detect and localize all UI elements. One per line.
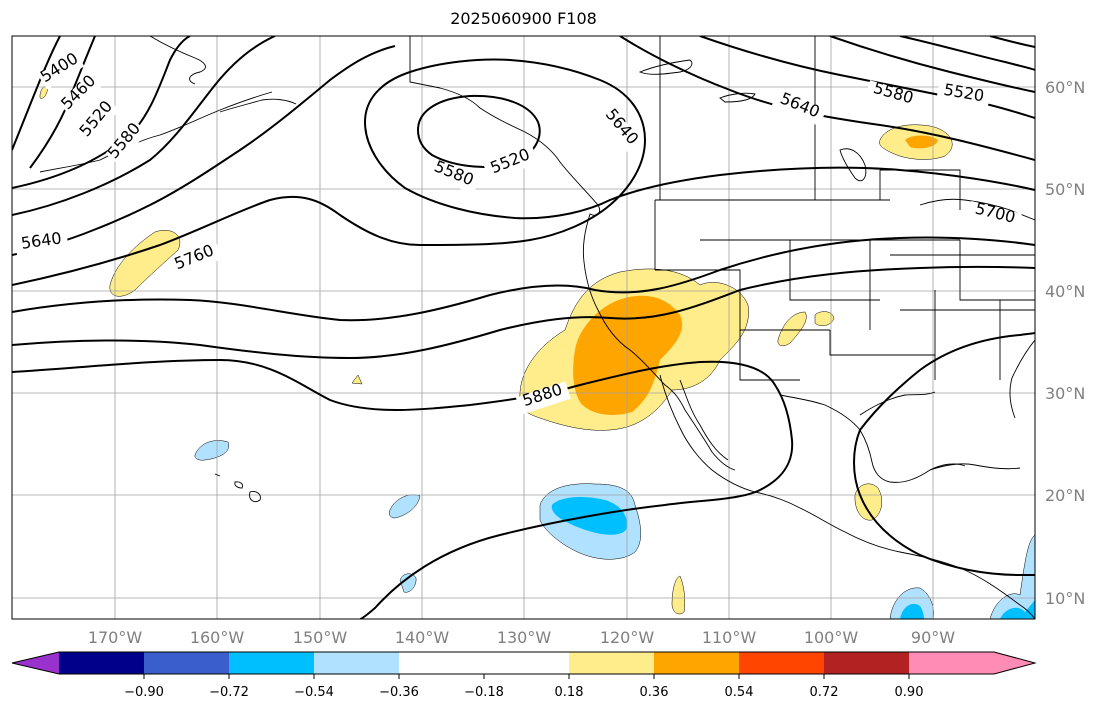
colorbar-tick-label: −0.18 xyxy=(464,685,504,700)
negative-anomaly-hawaii xyxy=(194,440,230,461)
contour-line xyxy=(829,36,1035,93)
colorbar-segment xyxy=(654,652,739,674)
colorbar-tick-label: −0.90 xyxy=(124,685,164,700)
longitude-label: 130°W xyxy=(497,628,552,647)
contour-line xyxy=(12,236,1035,322)
colorbar-segment xyxy=(569,652,654,674)
longitude-label: 100°W xyxy=(804,628,859,647)
negative-anomaly-se-corner-core xyxy=(900,603,924,619)
contour-line xyxy=(12,36,276,216)
colorbar-segment xyxy=(909,652,994,674)
colorbar-tick-label: −0.36 xyxy=(379,685,419,700)
longitude-label: 140°W xyxy=(395,628,450,647)
longitude-label: 170°W xyxy=(88,628,143,647)
contour-line xyxy=(12,58,1035,286)
colorbar-segment xyxy=(824,652,909,674)
longitude-label: 120°W xyxy=(600,628,655,647)
plot-border xyxy=(11,35,1036,620)
colorbar-segment xyxy=(739,652,824,674)
colorbar-tick-label: −0.54 xyxy=(294,685,334,700)
longitude-label: 110°W xyxy=(702,628,757,647)
height-contours xyxy=(12,36,1035,619)
plot-area xyxy=(12,36,1035,619)
contour-line xyxy=(12,36,191,189)
colorbar-tick-label: 0.18 xyxy=(555,685,584,700)
latitude-label: 10°N xyxy=(1045,589,1085,608)
positive-anomaly-tiny xyxy=(351,374,363,385)
contour-line xyxy=(12,265,1035,360)
longitude-label: 90°W xyxy=(911,628,955,647)
longitude-label: 150°W xyxy=(293,628,348,647)
positive-anomaly-north-pacific xyxy=(109,230,180,297)
latitude-label: 20°N xyxy=(1045,486,1085,505)
negative-anomaly-small xyxy=(399,573,417,593)
colorbar-extend-max xyxy=(994,652,1035,674)
contour-line xyxy=(416,94,541,168)
colorbar-tick-label: 0.90 xyxy=(895,685,924,700)
colorbar-segment xyxy=(229,652,314,674)
colorbar-tick-label: −0.72 xyxy=(209,685,249,700)
latitude-label: 30°N xyxy=(1045,384,1085,403)
colorbar-tick-label: 0.54 xyxy=(725,685,754,700)
contour-line xyxy=(853,429,1035,576)
latitude-axis: 60°N 50°N 40°N 30°N 20°N 10°N xyxy=(1045,78,1085,608)
positive-anomaly-sw-us-core xyxy=(573,295,683,415)
contour-line xyxy=(12,45,396,256)
positive-anomaly-equatorial xyxy=(671,575,686,615)
colorbar-segment xyxy=(314,652,399,674)
colorbar-segment xyxy=(59,652,144,674)
negative-anomaly-mid-pacific xyxy=(388,494,421,519)
contour-line xyxy=(899,36,1035,71)
contour-line xyxy=(989,36,1035,48)
colorbar-extend-min xyxy=(12,652,59,674)
positive-anomaly-plains xyxy=(777,311,807,347)
map-title: 2025060900 F108 xyxy=(450,9,597,28)
colorbar-tick-label: 0.72 xyxy=(810,685,839,700)
positive-anomaly-mexico xyxy=(854,483,883,521)
gridlines xyxy=(12,36,1035,619)
colorbar: −0.90 −0.72 −0.54 −0.36 −0.18 0.18 0.36 … xyxy=(11,651,1037,700)
latitude-label: 60°N xyxy=(1045,78,1085,97)
colorbar-tick-label: 0.36 xyxy=(640,685,669,700)
contour-line xyxy=(859,332,1035,431)
contour-line xyxy=(12,36,61,151)
latitude-label: 50°N xyxy=(1045,180,1085,199)
contour-line xyxy=(699,36,1035,119)
contour-line xyxy=(12,358,794,619)
negative-anomaly-east-edge-core xyxy=(1000,600,1035,619)
colorbar-segment xyxy=(144,652,229,674)
longitude-label: 160°W xyxy=(190,628,245,647)
colorbar-segment xyxy=(484,652,569,674)
latitude-label: 40°N xyxy=(1045,282,1085,301)
positive-anomaly-plains-2 xyxy=(814,311,835,326)
negative-anomaly-se-corner xyxy=(889,587,934,619)
colorbar-segment xyxy=(399,652,484,674)
positive-anomaly-canada-core xyxy=(905,135,938,149)
longitude-axis: 170°W 160°W 150°W 140°W 130°W 120°W 110°… xyxy=(88,628,955,647)
